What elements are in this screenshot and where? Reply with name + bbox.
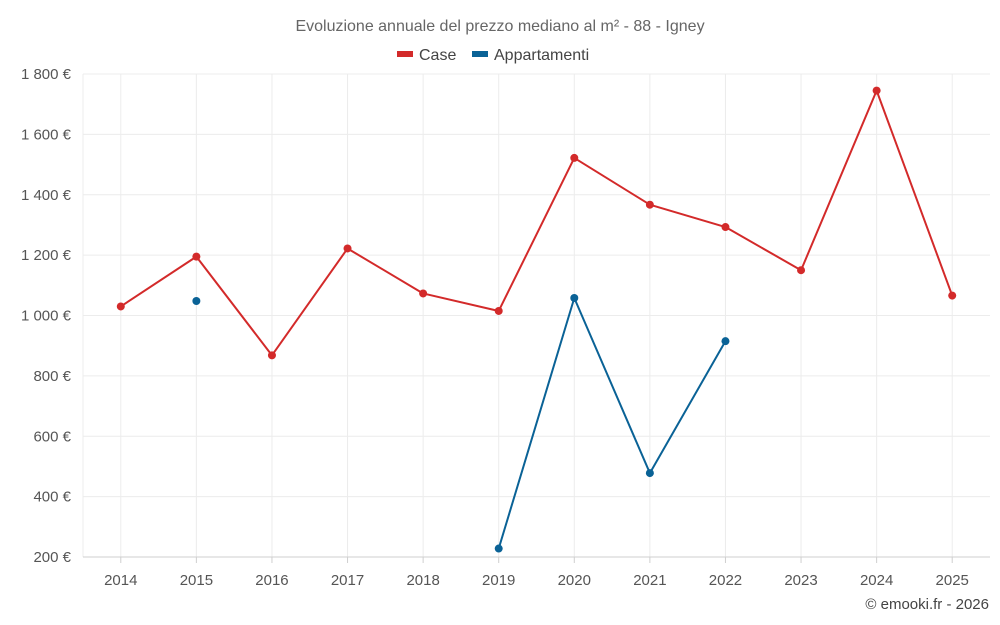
x-tick-label: 2014 (104, 572, 137, 589)
legend: Case Appartamenti (397, 47, 589, 64)
y-tick-label: 1 200 € (21, 247, 72, 264)
point-case-2020 (570, 153, 579, 162)
point-appartamenti-2022 (721, 337, 730, 346)
point-appartamenti-2021 (645, 469, 654, 478)
x-tick-label: 2022 (709, 572, 742, 589)
legend-label-appartamenti: Appartamenti (494, 47, 589, 64)
point-appartamenti-2015 (192, 297, 201, 306)
x-tick-label: 2023 (784, 572, 817, 589)
x-tick-label: 2017 (331, 572, 364, 589)
x-tick-label: 2024 (860, 572, 893, 589)
x-tick-label: 2019 (482, 572, 515, 589)
x-tick-label: 2021 (633, 572, 666, 589)
y-tick-label: 600 € (33, 428, 71, 445)
point-case-2018 (419, 289, 428, 298)
legend-swatch-case (397, 51, 413, 57)
point-appartamenti-2020 (570, 293, 579, 302)
x-tick-label: 2020 (558, 572, 591, 589)
legend-item-case[interactable]: Case (397, 47, 456, 64)
x-tick-label: 2015 (180, 572, 213, 589)
legend-label-case: Case (419, 47, 456, 64)
credit-text: © emooki.fr - 2026 (865, 596, 989, 613)
point-appartamenti-2019 (494, 544, 503, 553)
point-case-2016 (267, 351, 276, 360)
point-case-2022 (721, 223, 730, 232)
y-tick-label: 400 € (33, 489, 71, 506)
y-tick-label: 1 000 € (21, 308, 72, 325)
series (116, 86, 957, 553)
point-case-2019 (494, 306, 503, 315)
series-appartamenti (192, 293, 730, 553)
y-tick-label: 1 400 € (21, 187, 72, 204)
y-tick-label: 800 € (33, 368, 71, 385)
series-case (116, 86, 957, 360)
axes: 200 € 400 € 600 € 800 € 1 000 € 1 200 € 1 400 … (21, 66, 990, 589)
point-case-2024 (872, 86, 881, 95)
y-tick-label: 1 800 € (21, 66, 72, 83)
grid (82, 73, 990, 557)
chart-title: Evoluzione annuale del prezzo mediano al… (295, 18, 704, 35)
point-case-2015 (192, 252, 201, 261)
point-case-2025 (948, 291, 957, 300)
legend-item-appartamenti[interactable]: Appartamenti (472, 47, 589, 64)
point-case-2021 (645, 200, 654, 209)
point-case-2023 (797, 266, 806, 275)
x-tick-label: 2018 (406, 572, 439, 589)
point-case-2014 (116, 302, 125, 311)
y-tick-label: 1 600 € (21, 126, 72, 143)
y-tick-label: 200 € (33, 549, 71, 566)
point-case-2017 (343, 244, 352, 253)
line-case (120, 89, 954, 357)
x-tick-label: 2025 (936, 572, 969, 589)
x-tick-label: 2016 (255, 572, 288, 589)
line-appartamenti (497, 296, 727, 549)
legend-swatch-appartamenti (472, 51, 488, 57)
